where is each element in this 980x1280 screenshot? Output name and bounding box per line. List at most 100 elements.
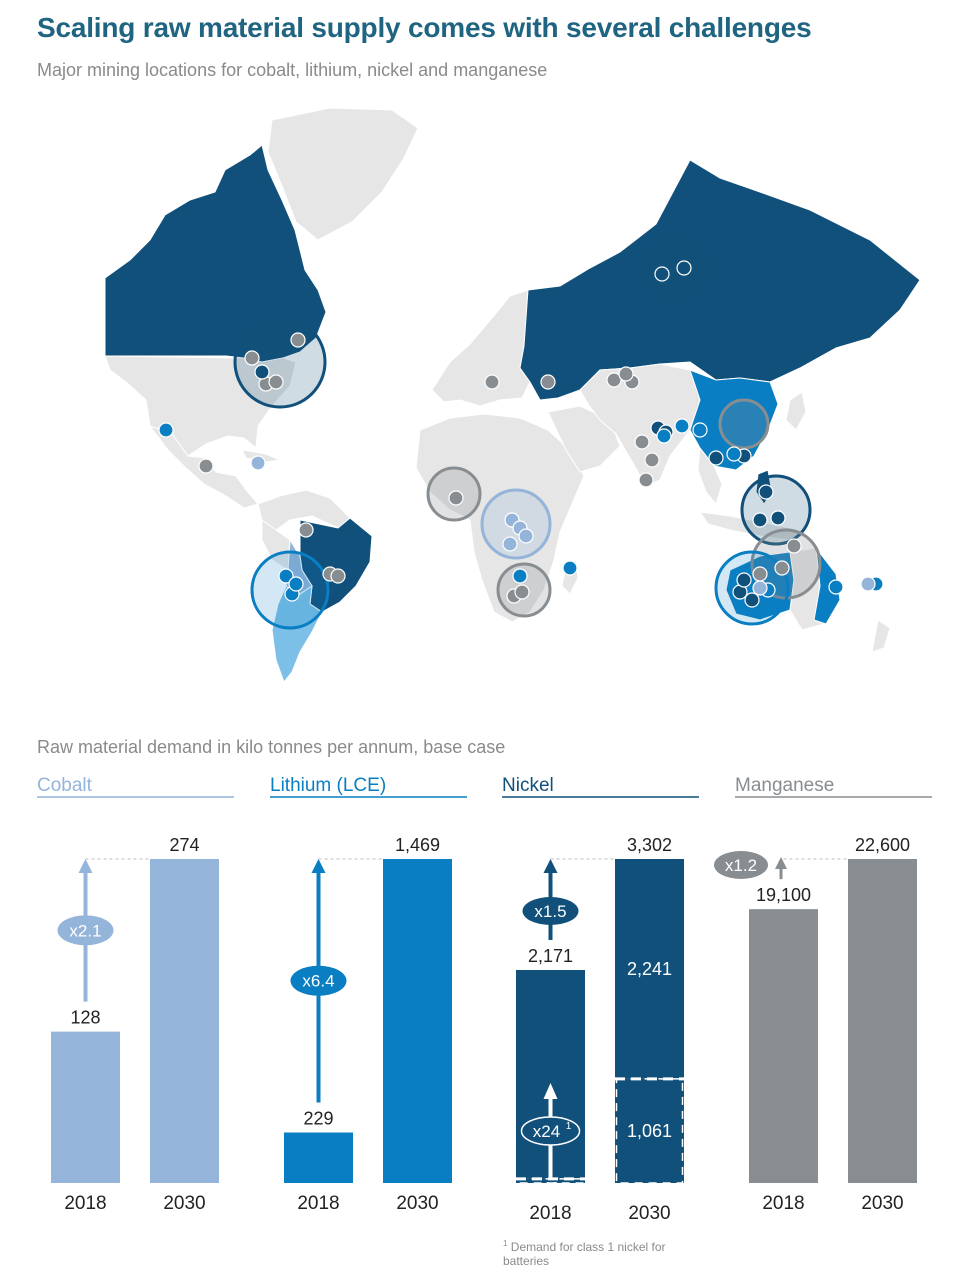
sub-growth-arrowhead <box>543 1083 558 1099</box>
panel-title: Nickel <box>502 775 554 796</box>
panel-title: Lithium (LCE) <box>270 775 386 796</box>
year-label: 2030 <box>861 1193 903 1214</box>
chart-panel-1: Lithium (LCE) 229 2018 1,469 2030 x6.4 <box>270 775 467 1214</box>
year-label: 2030 <box>163 1193 205 1214</box>
ring-russia <box>640 232 712 304</box>
bar-2030 <box>383 859 452 1183</box>
year-label: 2018 <box>64 1193 106 1214</box>
page-title: Scaling raw material supply comes with s… <box>37 12 812 43</box>
manganese-mine-dot <box>298 522 314 538</box>
japan-shape <box>785 391 807 431</box>
nickel-mine-dot <box>654 266 670 282</box>
ring-australia-lithium <box>714 550 790 626</box>
manganese-mine-dot <box>290 332 306 348</box>
russia-shape <box>519 159 921 401</box>
footnote-marker: 1 <box>503 1239 508 1248</box>
map-mine-dots <box>158 260 884 608</box>
new-zealand-shape <box>871 619 891 653</box>
indonesia-shape <box>698 511 808 541</box>
greenland-shape <box>267 107 419 241</box>
lithium-mine-dot <box>692 422 708 438</box>
lithium-mine-dot <box>512 568 528 584</box>
year-label: 2030 <box>628 1203 670 1224</box>
sub-multiplier-label: x24 <box>533 1122 560 1141</box>
year-label: 2018 <box>762 1193 804 1214</box>
footnote-text: Demand for class 1 nickel for batteries <box>503 1240 666 1268</box>
lithium-mine-dot <box>278 568 294 584</box>
bar-dashed-2030 <box>615 1078 684 1183</box>
footnote: 1 Demand for class 1 nickel for batterie… <box>503 1237 703 1268</box>
ring-china <box>718 398 770 450</box>
segment-label: 2,241 <box>627 959 672 979</box>
bar-dashed-outline <box>615 1078 684 1184</box>
growth-arrowhead <box>311 859 326 873</box>
multiplier-label: x2.1 <box>69 921 101 940</box>
value-label: 128 <box>70 1008 100 1028</box>
multiplier-badge <box>522 897 579 925</box>
nickel-mine-dot <box>676 260 692 276</box>
southeast-asia-shape <box>697 446 723 506</box>
growth-arrowhead <box>78 859 93 873</box>
nickel-mine-dot <box>752 512 768 528</box>
lithium-mine-dot <box>562 560 578 576</box>
bar-section-title: Raw material demand in kilo tonnes per a… <box>37 737 506 757</box>
multiplier-badge <box>714 851 768 879</box>
cobalt-mine-dot <box>860 576 876 592</box>
manganese-mine-dot <box>644 452 660 468</box>
nickel-mine-dot <box>758 484 774 500</box>
segment-label: 42 <box>542 1180 560 1197</box>
nickel-mine-dot <box>770 510 786 526</box>
lithium-mine-dot <box>726 446 742 462</box>
manganese-mine-dot <box>244 350 260 366</box>
chart-panel-3: Manganese 19,100 2018 22,600 2030 x1.2 <box>714 775 932 1214</box>
multiplier-label: x1.5 <box>534 902 566 921</box>
chart-panel-2: Nickel 2,171 3,302 1,061 2,241 42 x1.5 x24 1 2018… <box>502 775 699 1224</box>
manganese-mine-dot <box>448 490 464 506</box>
manganese-mine-dot <box>330 568 346 584</box>
lithium-mine-dot <box>674 418 690 434</box>
bar-solid-2030 <box>615 859 684 1079</box>
lithium-mine-dot <box>288 576 304 592</box>
growth-arrowhead <box>543 859 558 873</box>
manganese-mine-dot <box>638 472 654 488</box>
manganese-mine-dot <box>618 366 634 382</box>
manganese-mine-dot <box>634 434 650 450</box>
total-label: 3,302 <box>627 835 672 855</box>
manganese-mine-dot <box>752 566 768 582</box>
bar-dashed-2018 <box>516 1178 585 1183</box>
segment-label: 1,061 <box>627 1121 672 1141</box>
cuba-shape <box>241 449 282 463</box>
bar-2018 <box>51 1031 120 1183</box>
lithium-mine-dot <box>656 428 672 444</box>
manganese-mine-dot <box>514 584 530 600</box>
year-label: 2018 <box>529 1203 571 1224</box>
nickel-mine-dot <box>736 572 752 588</box>
cobalt-mine-dot <box>250 455 266 471</box>
manganese-mine-dot <box>774 560 790 576</box>
year-label: 2030 <box>396 1193 438 1214</box>
multiplier-badge <box>57 915 114 946</box>
lithium-mine-dot <box>158 422 174 438</box>
cobalt-mine-dot <box>518 528 534 544</box>
bar-2018 <box>284 1132 353 1183</box>
panel-title: Cobalt <box>37 775 93 796</box>
value-label: 19,100 <box>756 885 811 905</box>
cobalt-mine-dot <box>502 536 518 552</box>
bar-2030 <box>848 859 917 1183</box>
map-land <box>104 107 921 684</box>
bar-2030 <box>150 859 219 1183</box>
world-mining-map <box>104 107 921 684</box>
total-label: 2,171 <box>528 946 573 966</box>
manganese-mine-dot <box>198 458 214 474</box>
manganese-mine-dot <box>540 374 556 390</box>
manganese-mine-dot <box>268 374 284 390</box>
manganese-mine-dot <box>786 538 802 554</box>
lithium-mine-dot <box>828 579 844 595</box>
europe-shape <box>431 289 533 407</box>
usa-shape <box>104 355 297 457</box>
value-label: 1,469 <box>395 835 440 855</box>
page-subtitle: Major mining locations for cobalt, lithi… <box>37 60 548 80</box>
value-label: 229 <box>303 1108 333 1128</box>
nickel-mine-dot <box>254 364 270 380</box>
nickel-mine-dot <box>708 450 724 466</box>
